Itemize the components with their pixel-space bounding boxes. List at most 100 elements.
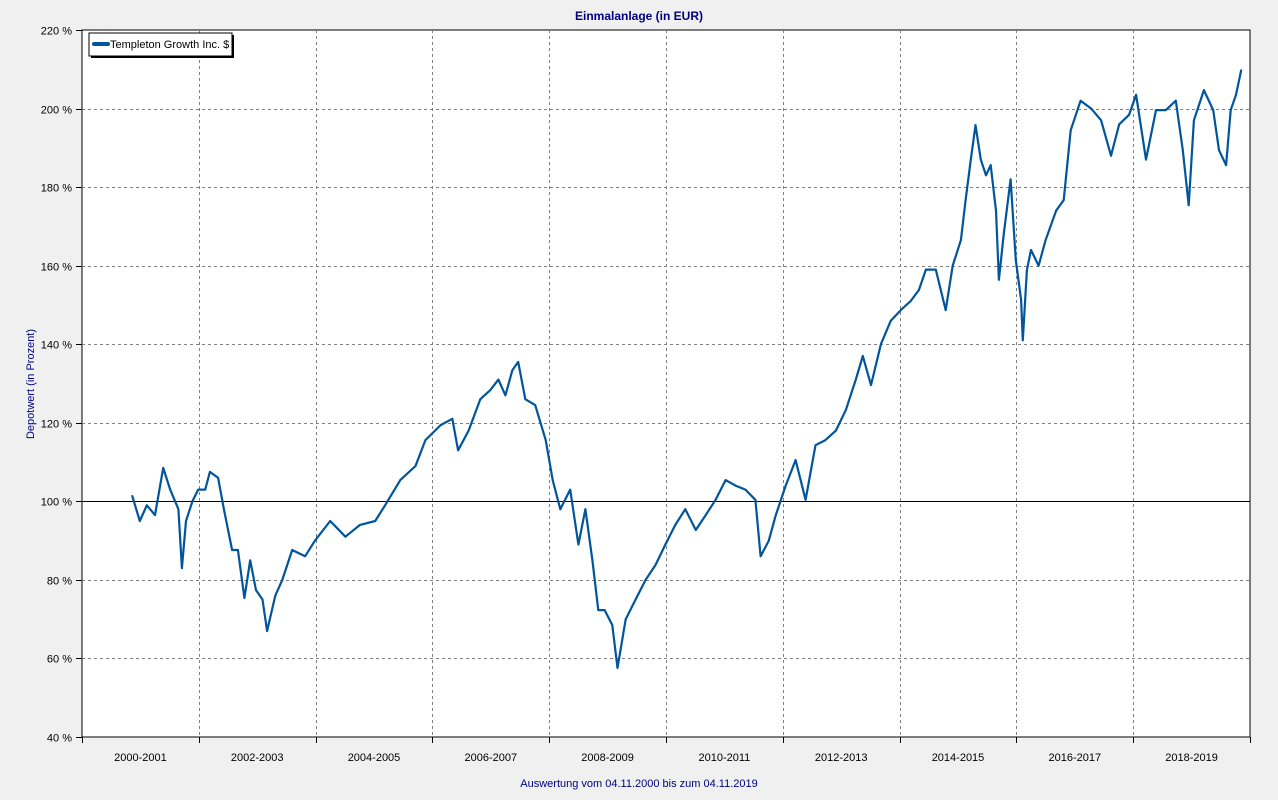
x-axis-label: Auswertung vom 04.11.2000 bis zum 04.11.… [520,778,757,790]
data-point [439,424,442,426]
data-point [291,549,294,551]
data-point [1135,93,1137,96]
data-point [804,498,807,501]
data-point [1193,119,1195,122]
data-point [231,549,234,551]
x-axis-ticks: 2000-2001 2002-2003 2004-2005 2006-2007 2008… [82,737,1251,764]
data-point [384,504,386,507]
data-point [925,268,927,271]
data-point [1212,109,1215,111]
y-tick-label: 220 % [41,26,72,38]
data-point [414,465,417,467]
data-point [1002,234,1005,237]
data-point [694,529,697,531]
y-tick-label: 120 % [41,419,72,431]
data-point [870,384,872,386]
data-point [191,500,194,503]
data-point [1020,298,1022,301]
data-point [1079,99,1082,102]
y-tick-label: 160 % [41,262,72,274]
data-point [634,598,637,601]
data-point [181,567,183,569]
x-tick-label: 2004-2005 [348,752,401,764]
data-point [960,239,962,242]
data-point [724,479,727,481]
data-point [909,300,912,302]
data-point [654,564,657,566]
data-point [424,439,427,441]
data-point [329,520,332,522]
data-point [880,343,882,346]
data-point [504,394,507,397]
data-point [255,589,257,591]
data-point [217,476,220,479]
data-point [835,429,837,432]
data-point [714,498,717,501]
grid [82,30,1250,737]
data-point [1187,204,1190,207]
data-point [197,488,200,491]
data-point [237,549,239,551]
data-point [467,429,470,432]
data-point [944,309,947,311]
data-point [266,630,268,632]
data-point [767,539,770,542]
data-point [1100,119,1102,122]
y-tick-label: 60 % [47,654,72,666]
data-point [1044,239,1047,242]
y-tick-label: 180 % [41,183,72,195]
y-tick-label: 140 % [41,340,72,352]
data-point [479,398,482,401]
data-point [524,398,527,401]
series-group [131,69,1243,670]
data-point [951,264,954,267]
data-point [814,444,817,447]
series-line-templeton-growth [131,69,1243,670]
data-point [1014,259,1017,262]
data-point [131,494,134,497]
data-point [1174,99,1177,102]
x-tick-label: 2012-2013 [815,752,868,764]
data-point [754,498,757,501]
data-point [162,467,165,469]
data-point [511,369,514,371]
data-point [569,488,572,491]
data-point [534,404,537,406]
data-point [1009,178,1012,181]
data-point [644,579,647,581]
data-point [918,289,920,291]
y-tick-label: 80 % [47,576,72,588]
data-point [138,520,141,522]
data-point [704,514,707,516]
data-point [559,508,562,511]
data-point [577,543,580,546]
data-point [489,389,492,392]
data-point [1225,164,1227,167]
data-point [451,417,454,420]
data-point [584,508,587,511]
data-point [899,309,902,311]
data-point [1069,129,1072,132]
data-point [989,164,992,167]
y-tick-label: 100 % [41,497,72,509]
data-point [1165,109,1167,111]
data-point [998,278,1000,281]
data-point [517,361,520,363]
data-point [145,504,148,507]
data-point [1090,107,1093,110]
data-point [1055,209,1057,212]
data-point [344,535,347,538]
data-point [261,598,264,601]
data-point [616,667,619,669]
data-point [934,268,937,271]
data-point [1037,264,1040,267]
legend-label: Templeton Growth Inc. $ [110,39,229,51]
data-point [399,479,402,481]
data-point [794,459,797,461]
chart-title: Einmalanlage (in EUR) [575,9,703,23]
data-point [969,158,972,161]
data-point [854,378,857,381]
data-point [274,594,277,597]
data-point [1218,149,1220,152]
